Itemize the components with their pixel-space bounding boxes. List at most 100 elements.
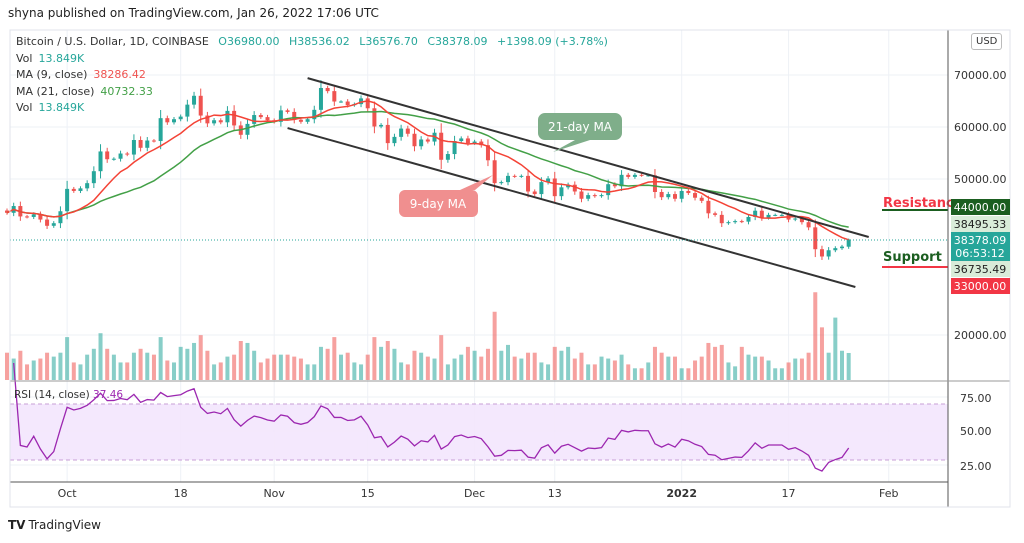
volume-bar (479, 356, 484, 380)
volume-bar (339, 354, 343, 380)
candle-body (359, 98, 364, 105)
volume-bar (18, 350, 23, 380)
candle-body (526, 175, 531, 192)
candle-body (192, 95, 197, 105)
volume-bar (833, 317, 838, 380)
candle-body (379, 124, 384, 127)
candle-body (552, 178, 557, 197)
candle-body (225, 110, 230, 123)
candle-body (218, 120, 223, 123)
rsi-value: 37.46 (93, 389, 124, 401)
trendline-lower (287, 127, 856, 288)
time-tick-label: Feb (879, 487, 898, 500)
candle-body (713, 213, 718, 215)
volume-bar (519, 358, 524, 380)
ohlc-low: L36576.70 (359, 35, 418, 48)
volume-bar (639, 368, 644, 380)
ma9-callout-text: 9-day MA (410, 197, 467, 211)
rsi-band (10, 404, 948, 460)
volume-bar (579, 352, 584, 380)
ma21-price-label: 38495.33 (954, 218, 1007, 231)
volume-bar (532, 352, 537, 380)
candle-body (639, 174, 644, 176)
time-tick-label: 15 (361, 487, 375, 500)
time-tick-label: 18 (174, 487, 188, 500)
volume-bar (298, 358, 303, 380)
currency-button[interactable]: USD (971, 33, 1003, 50)
volume-bar (686, 368, 691, 380)
candle-body (151, 140, 156, 142)
time-tick-label: Nov (263, 487, 285, 500)
candle-body (172, 119, 176, 123)
volume-bar (799, 358, 804, 380)
candle-body (619, 174, 624, 187)
volume-bar (425, 356, 430, 380)
volume-bar (612, 360, 617, 380)
candle-body (38, 214, 43, 220)
volume-bar (512, 356, 517, 380)
volume-bar (172, 362, 176, 380)
volume-bar (292, 356, 297, 380)
candle-body (85, 183, 90, 189)
volume-bar (278, 354, 283, 380)
candle-body (399, 128, 404, 137)
volume-bar (372, 337, 377, 380)
volume-bar (345, 352, 350, 380)
volume-bar (399, 362, 404, 380)
candle-body (606, 184, 611, 196)
volume-bar (626, 364, 631, 380)
volume-bar (145, 352, 150, 380)
volume-bar (318, 346, 323, 380)
trendline-upper (307, 77, 869, 238)
candle-body (185, 104, 190, 117)
time-tick-label: Oct (58, 487, 78, 500)
candle-body (439, 132, 444, 160)
volume-bar (185, 348, 190, 380)
volume-bar (165, 360, 170, 380)
volume-bar (746, 354, 751, 380)
volume-bar (619, 354, 624, 380)
candle-body (412, 133, 417, 147)
volume-bar (158, 337, 163, 380)
volume-bar (71, 362, 76, 380)
volume-bar (38, 358, 43, 380)
volume-bar (305, 364, 310, 380)
volume-bar (679, 368, 684, 380)
candle-body (733, 221, 738, 223)
volume-bar (733, 366, 738, 380)
candle-body (746, 216, 751, 222)
volume-bar (5, 352, 9, 380)
volume-bar (546, 364, 551, 380)
volume-bar (352, 362, 357, 380)
candle-body (492, 160, 497, 184)
candle-body (459, 138, 464, 142)
candle-body (91, 171, 96, 184)
volume-bar (819, 327, 824, 380)
candle-body (779, 214, 784, 216)
candle-body (766, 214, 771, 218)
candle-body (465, 138, 470, 144)
candle-body (612, 184, 617, 187)
published-caption: shyna published on TradingView.com, Jan … (8, 6, 379, 20)
candle-body (532, 191, 537, 195)
candle-body (425, 139, 430, 142)
candle-body (45, 219, 50, 226)
volume-bar (806, 352, 811, 380)
tradingview-logo[interactable]: TV TradingView (8, 518, 101, 532)
trendlines (287, 77, 869, 288)
volume-bar (459, 354, 464, 380)
volume-bar (773, 368, 778, 380)
candle-body (365, 98, 370, 109)
candle-body (773, 214, 778, 216)
ma21-value: 40732.33 (100, 84, 153, 98)
candle-body (51, 223, 56, 226)
candle-body (98, 151, 103, 172)
volume-bar (445, 364, 450, 380)
volume-bar (25, 364, 30, 380)
candle-body (445, 154, 450, 160)
candle-body (699, 197, 704, 201)
candle-body (339, 101, 343, 103)
volume-bar (552, 346, 557, 380)
volume-bar (566, 346, 571, 380)
